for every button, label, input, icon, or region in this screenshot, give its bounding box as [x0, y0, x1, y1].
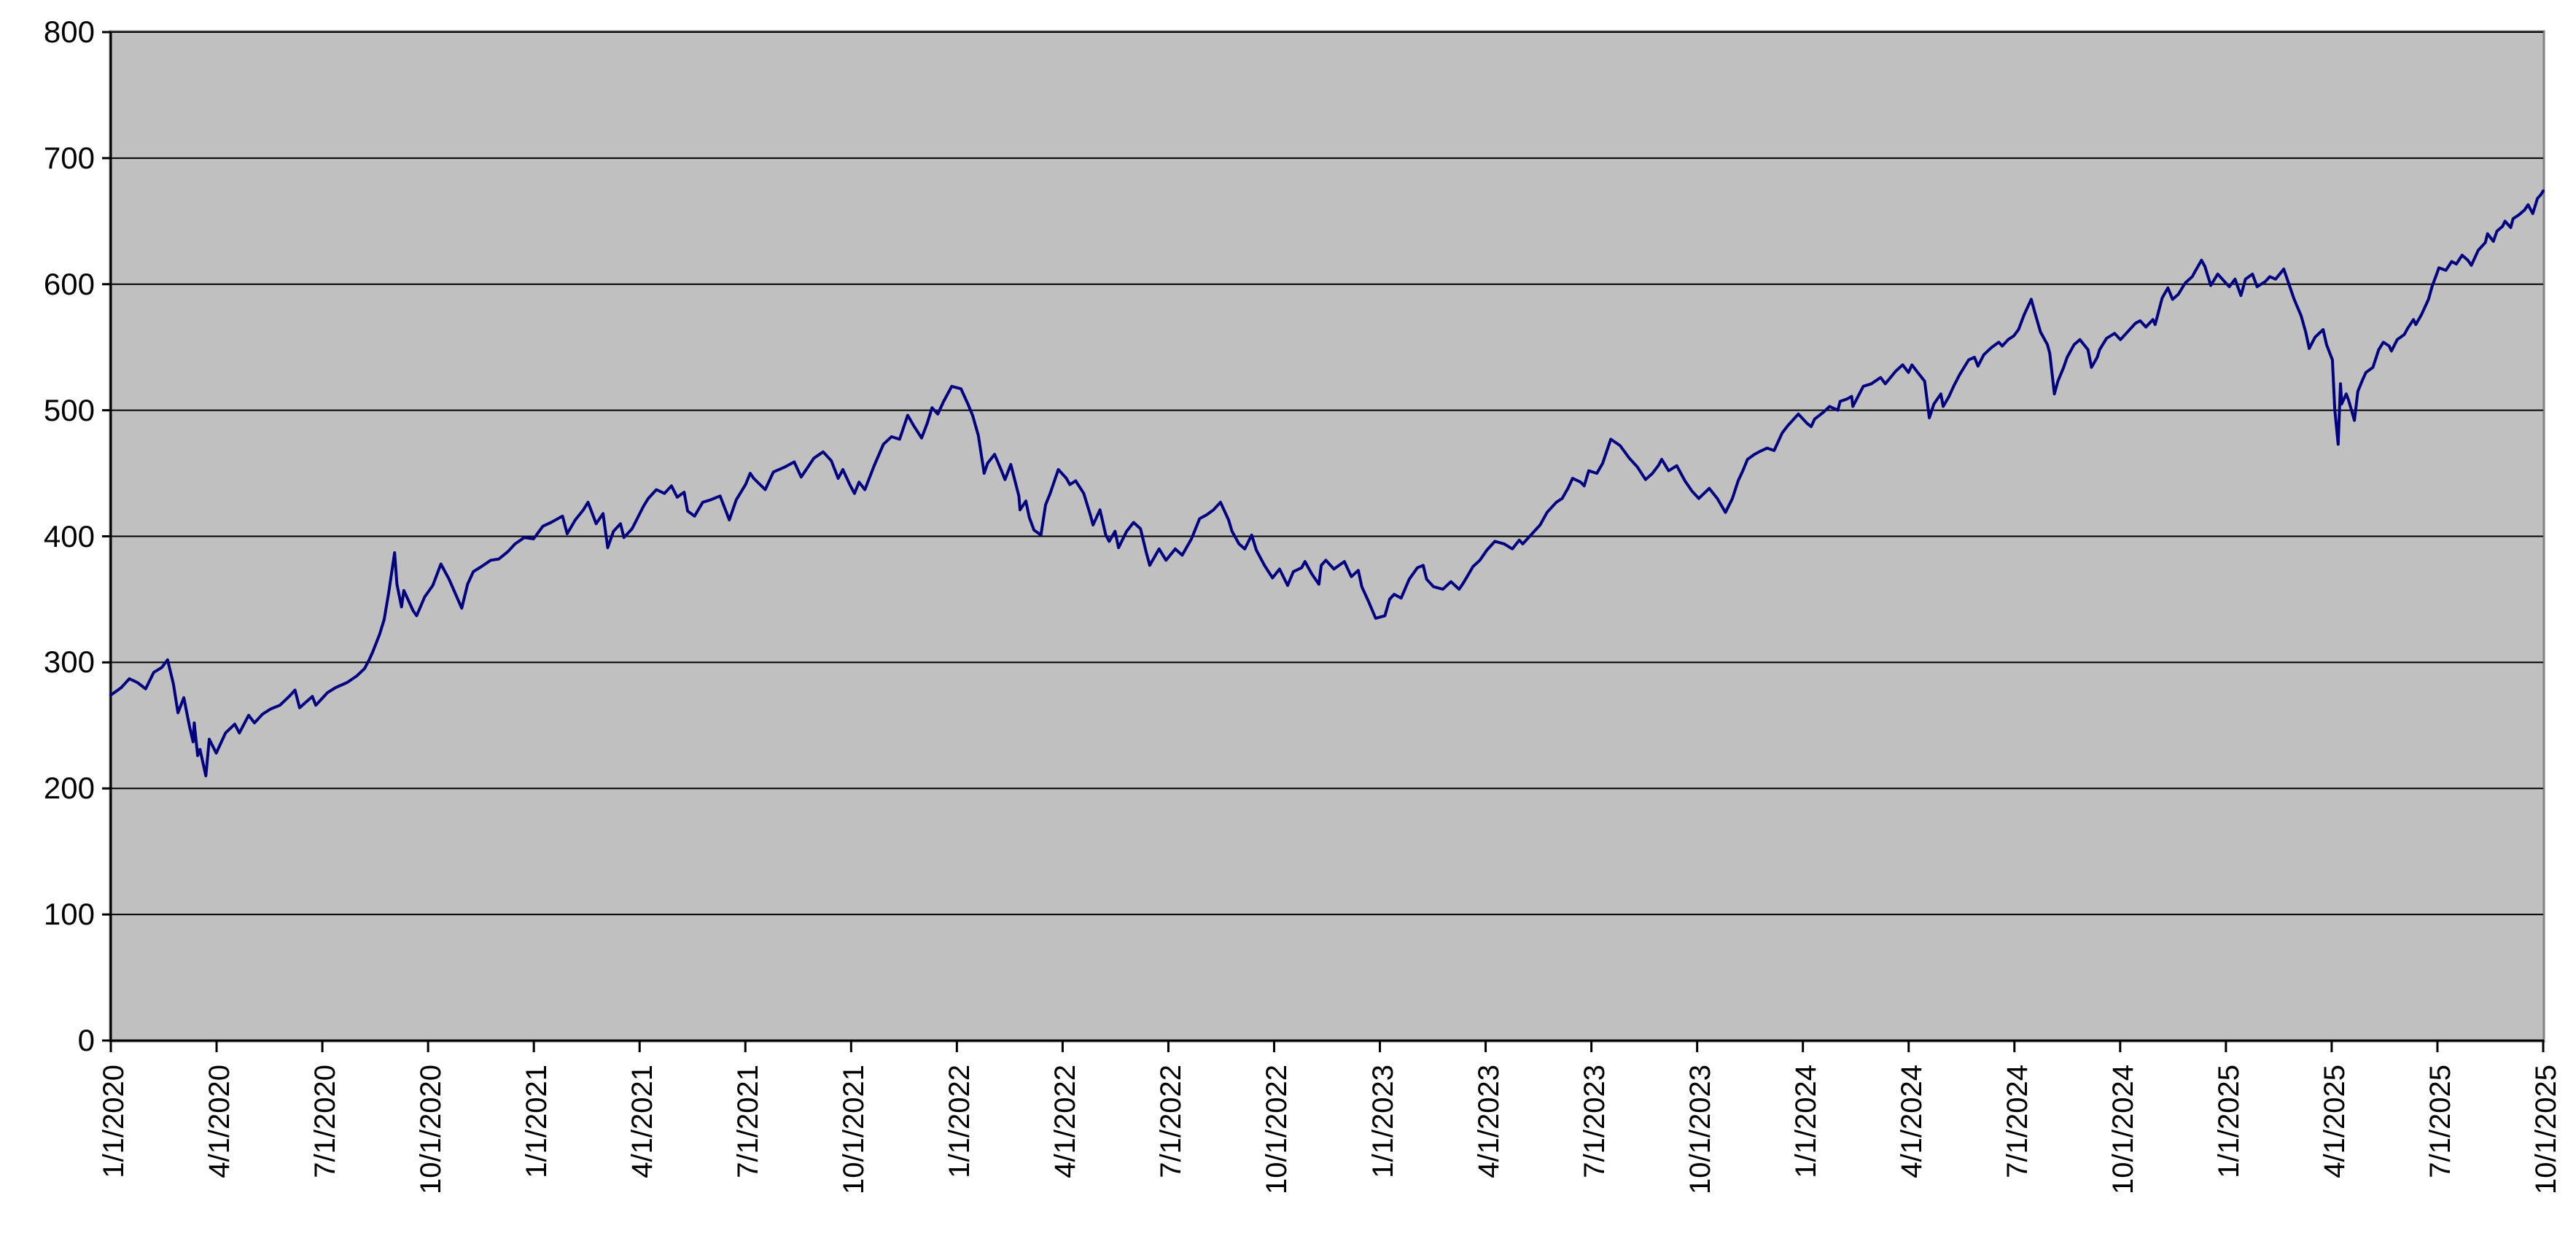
x-axis-label-4-1-2025: 4/1/2025: [2318, 1065, 2351, 1178]
y-axis-label-800: 800: [43, 15, 95, 49]
x-axis-label-7-1-2023: 7/1/2023: [1578, 1065, 1611, 1178]
y-axis-label-200: 200: [43, 771, 95, 806]
y-axis-label-300: 300: [43, 645, 95, 680]
x-axis-label-1-1-2022: 1/1/2022: [943, 1065, 976, 1178]
x-axis-label-7-1-2022: 7/1/2022: [1155, 1065, 1188, 1178]
x-axis-label-4-1-2021: 4/1/2021: [626, 1065, 659, 1178]
y-axis-label-600: 600: [43, 266, 95, 301]
x-axis-label-10-1-2024: 10/1/2024: [2106, 1065, 2139, 1194]
x-axis-label-10-1-2020: 10/1/2020: [415, 1065, 448, 1194]
x-axis-label-7-1-2021: 7/1/2021: [732, 1065, 765, 1178]
x-axis-label-1-1-2023: 1/1/2023: [1366, 1065, 1399, 1178]
tick-marks: [102, 31, 2545, 1052]
x-axis-label-4-1-2020: 4/1/2020: [203, 1065, 236, 1178]
price-line: [109, 189, 2545, 777]
x-axis-label-1-1-2021: 1/1/2021: [521, 1065, 553, 1178]
x-axis-label-1-1-2020: 1/1/2020: [98, 1065, 130, 1178]
x-axis-label-7-1-2024: 7/1/2024: [2001, 1065, 2034, 1178]
x-axis-label-7-1-2025: 7/1/2025: [2424, 1065, 2456, 1178]
x-axis-label-10-1-2023: 10/1/2023: [1684, 1065, 1716, 1194]
x-axis-label-1-1-2025: 1/1/2025: [2212, 1065, 2245, 1178]
y-axis-label-400: 400: [43, 518, 95, 553]
x-axis-label-4-1-2022: 4/1/2022: [1049, 1065, 1082, 1178]
x-axis-label-4-1-2023: 4/1/2023: [1472, 1065, 1505, 1178]
gridlines: [111, 31, 2543, 916]
x-axis-label-10-1-2025: 10/1/2025: [2530, 1065, 2562, 1194]
y-axis-label-0: 0: [77, 1023, 95, 1057]
y-axis-label-700: 700: [43, 140, 95, 175]
x-axis-label-10-1-2022: 10/1/2022: [1261, 1065, 1293, 1194]
x-axis-label-10-1-2021: 10/1/2021: [838, 1065, 871, 1194]
x-axis-label-1-1-2024: 1/1/2024: [1789, 1065, 1822, 1178]
y-axis-label-500: 500: [43, 392, 95, 427]
y-axis-label-100: 100: [43, 897, 95, 932]
x-axis-label-4-1-2024: 4/1/2024: [1895, 1065, 1928, 1178]
x-axis-label-7-1-2020: 7/1/2020: [309, 1065, 342, 1178]
